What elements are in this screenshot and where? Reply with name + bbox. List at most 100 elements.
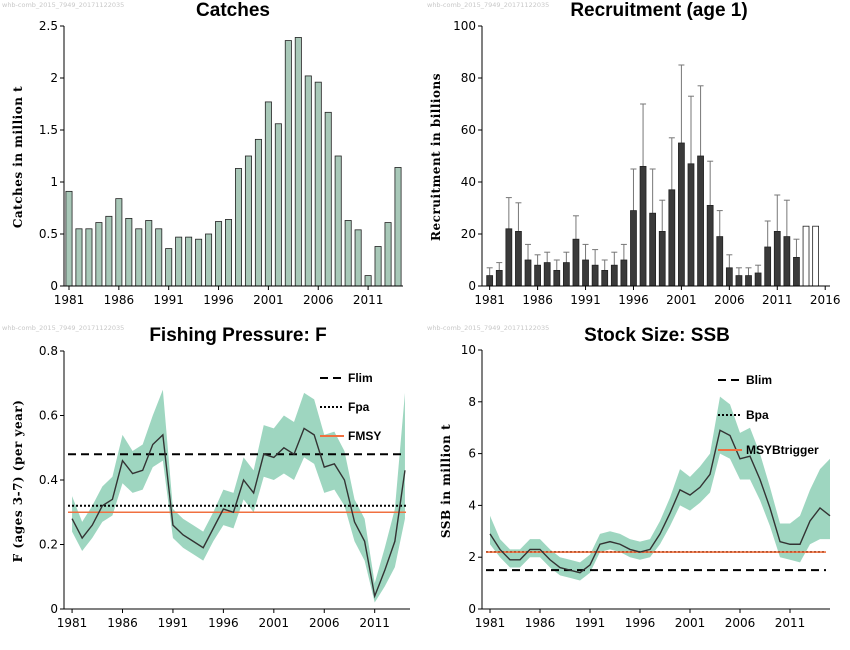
x-tick-label: 2006 [714, 293, 745, 307]
y-tick-label: 6 [468, 447, 476, 461]
bar [165, 248, 173, 287]
x-tick-label: 2011 [762, 293, 793, 307]
y-tick-label: 0.2 [39, 538, 58, 552]
bar [304, 75, 312, 287]
bar [620, 259, 628, 287]
y-tick-label: 2.5 [39, 19, 58, 33]
y-tick-label: 0 [50, 279, 58, 293]
bar [697, 155, 704, 287]
assumed-bar [812, 225, 819, 287]
bar [601, 269, 609, 287]
bar [334, 155, 342, 287]
bar [745, 275, 752, 287]
x-tick-label: 1986 [522, 293, 553, 307]
bar [783, 236, 791, 287]
bar [274, 123, 282, 287]
y-tick-label: 80 [461, 71, 476, 85]
x-tick-label: 2001 [675, 616, 706, 630]
bar [793, 256, 800, 287]
bar [764, 246, 772, 287]
x-tick-label: 2006 [303, 293, 334, 307]
bar [105, 215, 113, 287]
catches-panel: whb-comb_2015_7949_20171122035 Catches C… [2, 0, 403, 307]
catches-y-label: Catches in million t [11, 86, 25, 228]
bar [135, 228, 143, 287]
watermark: whb-comb_2015_7949_20171122035 [2, 1, 124, 9]
bar [95, 222, 103, 287]
bar [145, 220, 153, 287]
x-tick-label: 1996 [625, 616, 656, 630]
x-tick-label: 1981 [54, 293, 85, 307]
bar [534, 264, 541, 287]
x-tick-label: 1991 [153, 293, 184, 307]
bar [215, 221, 223, 287]
y-tick-label: 1 [50, 175, 58, 189]
catches-title: Catches [196, 0, 270, 21]
fishing-pressure-panel: whb-comb_2015_7949_20171122035 Fishing P… [2, 324, 410, 630]
ssb-panel: whb-comb_2015_7949_20171122035 Stock Siz… [427, 324, 831, 630]
y-tick-label: 0.4 [39, 473, 58, 487]
bar [706, 204, 714, 287]
bar [716, 236, 724, 287]
y-tick-label: 20 [461, 227, 476, 241]
x-tick-label: 2006 [309, 616, 340, 630]
legend-label: Fpa [348, 400, 370, 414]
bar [175, 236, 183, 287]
x-tick-label: 1986 [525, 616, 556, 630]
bar [195, 238, 203, 287]
x-tick-label: 2011 [775, 616, 806, 630]
bar [284, 40, 292, 287]
y-tick-label: 0 [468, 279, 476, 293]
bar [572, 238, 580, 287]
y-tick-label: 60 [461, 123, 476, 137]
y-tick-label: 0 [468, 602, 476, 616]
x-tick-label: 2011 [353, 293, 384, 307]
x-tick-label: 2016 [810, 293, 841, 307]
bar [725, 267, 733, 287]
y-tick-label: 1.5 [39, 123, 58, 137]
x-tick-label: 1981 [474, 293, 505, 307]
confidence-band [490, 396, 830, 581]
bar [374, 246, 382, 287]
bar [582, 259, 589, 287]
x-tick-label: 1991 [158, 616, 189, 630]
x-tick-label: 1981 [57, 616, 88, 630]
y-tick-label: 10 [461, 343, 476, 357]
recruitment-panel: whb-comb_2015_7949_20171122035 Recruitme… [427, 0, 840, 307]
recruitment-y-label: Recruitment in billions [429, 73, 443, 241]
bar [185, 236, 193, 287]
bar [668, 189, 676, 287]
x-tick-label: 1986 [104, 293, 135, 307]
ssb-title: Stock Size: SSB [584, 325, 730, 346]
x-tick-label: 1996 [203, 293, 234, 307]
x-tick-label: 2001 [259, 616, 290, 630]
assumed-bar [802, 225, 810, 287]
x-tick-label: 1991 [570, 293, 601, 307]
recruitment-title: Recruitment (age 1) [570, 0, 747, 21]
bar [630, 210, 637, 287]
bar [314, 81, 322, 287]
x-tick-label: 1991 [575, 616, 606, 630]
y-tick-label: 0.8 [39, 344, 58, 358]
x-tick-label: 2001 [666, 293, 697, 307]
bar [155, 228, 163, 287]
y-tick-label: 0.6 [39, 409, 58, 423]
bar [394, 167, 402, 287]
bar [244, 155, 252, 287]
bar [562, 262, 570, 287]
series-line [489, 429, 831, 574]
fishing-pressure-y-label: F (ages 3-7) (per year) [11, 400, 25, 563]
bar [678, 142, 685, 287]
y-tick-label: 8 [468, 395, 476, 409]
bar [205, 233, 213, 287]
legend-label: Flim [348, 371, 373, 385]
fishing-pressure-title: Fishing Pressure: F [149, 325, 326, 346]
bar [364, 275, 372, 287]
bar [115, 198, 123, 287]
y-tick-label: 100 [453, 19, 476, 33]
legend-label: MSYBtrigger [746, 443, 819, 457]
bar [505, 228, 513, 287]
x-tick-label: 2001 [253, 293, 284, 307]
x-tick-label: 1996 [618, 293, 649, 307]
